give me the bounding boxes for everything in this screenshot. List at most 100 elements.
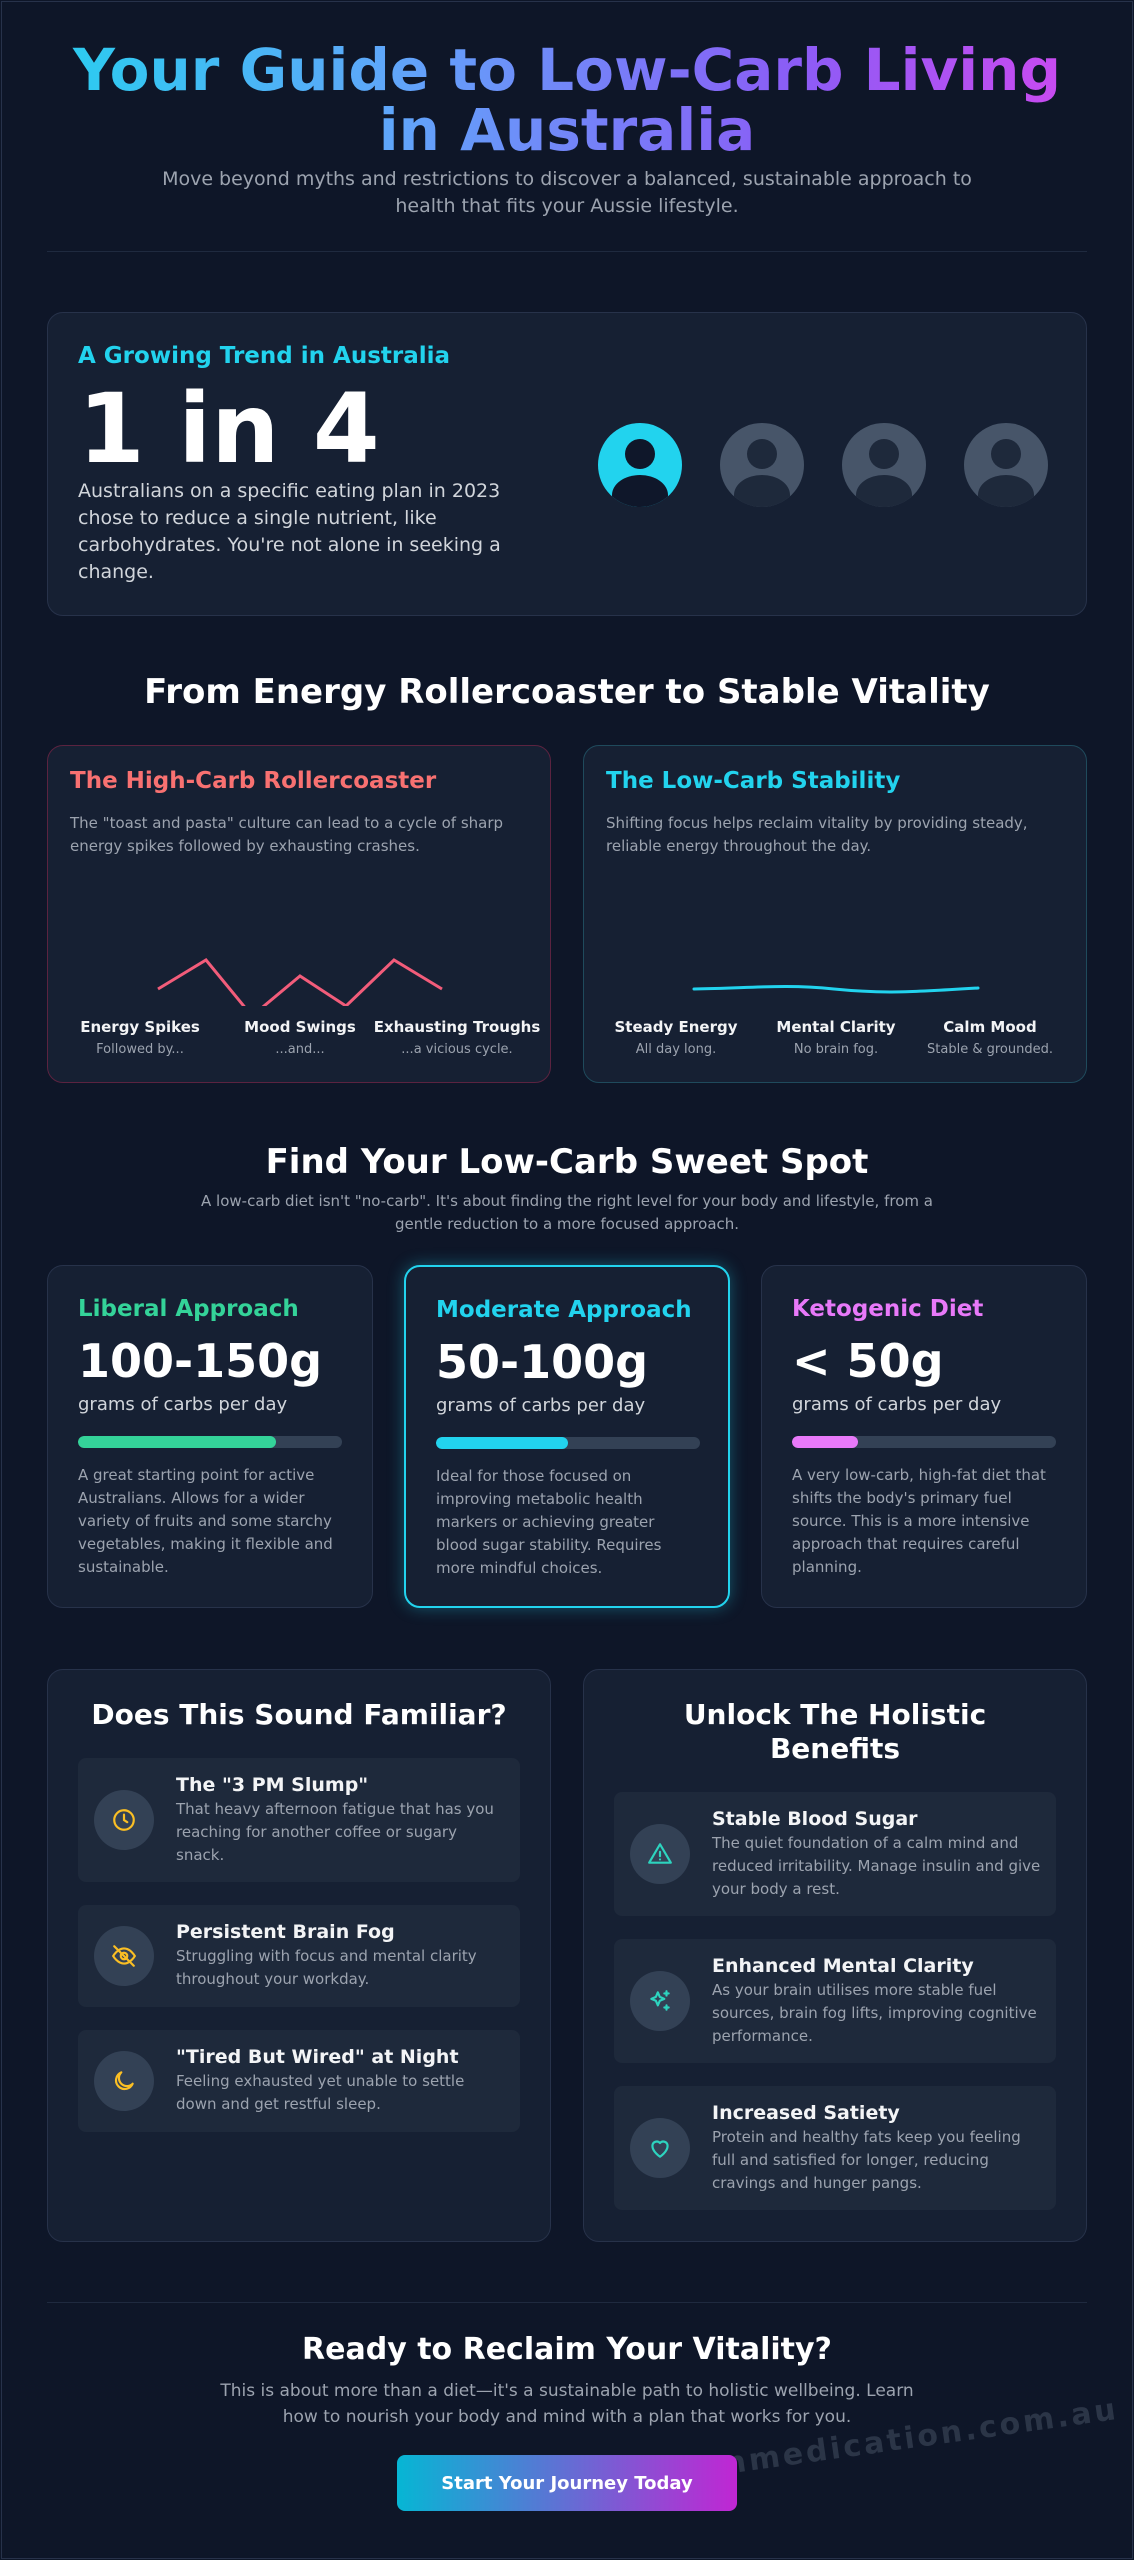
benefit-item-description: The quiet foundation of a calm mind and … [712,1834,1041,1898]
high-carb-label-1-sub: Followed by... [96,1042,184,1057]
clock-icon [94,1790,154,1850]
tier-description: Ideal for those focused on improving met… [436,1467,662,1577]
heart-icon [630,2118,690,2178]
trend-description: Australians on a specific eating plan in… [78,480,501,583]
benefit-item-title: Increased Satiety [712,2102,900,2124]
sparkles-icon [630,1971,690,2031]
low-carb-label-3: Calm Mood Stable & grounded. [910,1018,1070,1057]
familiar-item-description: Feeling exhausted yet unable to settle d… [176,2072,465,2113]
benefit-item-description: Protein and healthy fats keep you feelin… [712,2128,1021,2192]
high-carb-label-3-title: Exhausting Troughs [373,1018,541,1036]
familiar-item-title: Persistent Brain Fog [176,1921,395,1943]
divider [47,2302,1087,2303]
tier-progress-track [78,1436,342,1448]
moon-icon [94,2051,154,2111]
benefit-item: Increased Satiety Protein and healthy fa… [614,2086,1056,2210]
cta-title: Ready to Reclaim Your Vitality? [302,2332,832,2367]
low-carb-title: The Low-Carb Stability [606,768,901,794]
low-carb-label-1: Steady Energy All day long. [596,1018,756,1057]
high-carb-description: The "toast and pasta" culture can lead t… [70,814,504,855]
person-icon [598,423,682,507]
sweet-spot-subtitle: A low-carb diet isn't "no-carb". It's ab… [201,1192,933,1233]
trend-stat: 1 in 4 [78,373,380,485]
familiar-item: "Tired But Wired" at Night Feeling exhau… [78,2030,520,2132]
tier-unit: grams of carbs per day [436,1395,646,1416]
low-carb-label-3-title: Calm Mood [943,1018,1037,1036]
high-carb-label-2-title: Mood Swings [244,1018,356,1036]
low-carb-label-2-sub: No brain fog. [793,1042,879,1057]
benefit-item-title: Stable Blood Sugar [712,1808,918,1830]
familiar-item: The "3 PM Slump" That heavy afternoon fa… [78,1758,520,1882]
low-carb-card: The Low-Carb Stability Shifting focus he… [583,745,1087,1083]
warning-triangle-icon [630,1824,690,1884]
tier-name: Moderate Approach [436,1297,692,1323]
familiar-item-description: Struggling with focus and mental clarity… [176,1947,477,1988]
tier-unit: grams of carbs per day [792,1394,1002,1415]
comparison-title: From Energy Rollercoaster to Stable Vita… [144,672,990,712]
person-icon [842,423,926,507]
familiar-item-title: "Tired But Wired" at Night [176,2046,459,2068]
high-carb-chart [157,958,443,1006]
cta-subtitle: This is about more than a diet—it's a su… [220,2381,914,2427]
person-icon [964,423,1048,507]
low-carb-label-1-title: Steady Energy [614,1018,738,1036]
tier-progress-track [792,1436,1056,1448]
benefits-title-line2: Benefits [769,1732,901,1765]
tier-card-liberal: Liberal Approach 100-150g grams of carbs… [47,1265,373,1608]
tier-description: A great starting point for active Austra… [78,1466,333,1576]
low-carb-label-2: Mental Clarity No brain fog. [756,1018,916,1057]
divider [47,251,1087,252]
page-subtitle: Move beyond myths and restrictions to di… [162,168,972,217]
trend-label: A Growing Trend in Australia [78,343,451,369]
benefit-item: Stable Blood Sugar The quiet foundation … [614,1792,1056,1916]
familiar-card: Does This Sound Familiar? The "3 PM Slum… [47,1669,551,2242]
high-carb-label-2: Mood Swings ...and... [220,1018,380,1057]
tier-card-moderate: Moderate Approach 50-100g grams of carbs… [404,1265,730,1608]
benefits-card: Unlock The Holistic Benefits Stable Bloo… [583,1669,1087,2242]
high-carb-label-2-sub: ...and... [275,1042,325,1057]
tier-unit: grams of carbs per day [78,1394,288,1415]
eye-off-icon [94,1926,154,1986]
familiar-item-description: That heavy afternoon fatigue that has yo… [176,1800,494,1864]
tier-progress-fill [436,1437,568,1449]
tier-card-ketogenic: Ketogenic Diet < 50g grams of carbs per … [761,1265,1087,1608]
tier-progress-fill [78,1436,276,1448]
person-icon [720,423,804,507]
tier-amount: 100-150g [78,1334,323,1388]
start-journey-button[interactable]: Start Your Journey Today [397,2455,737,2511]
tier-progress-fill [792,1436,858,1448]
benefits-title: Unlock The Holistic Benefits [584,1698,1086,1766]
tier-amount: < 50g [792,1334,944,1388]
benefit-item: Enhanced Mental Clarity As your brain ut… [614,1939,1056,2063]
high-carb-label-3-sub: ...a vicious cycle. [401,1042,513,1057]
high-carb-label-1: Energy Spikes Followed by... [60,1018,220,1057]
sweet-spot-title: Find Your Low-Carb Sweet Spot [265,1142,869,1182]
tier-progress-track [436,1437,700,1449]
benefits-title-line1: Unlock The Holistic [683,1698,987,1731]
high-carb-label-3: Exhausting Troughs ...a vicious cycle. [370,1018,544,1057]
high-carb-label-1-title: Energy Spikes [80,1018,200,1036]
low-carb-line [692,985,980,994]
trend-card: A Growing Trend in Australia 1 in 4 Aust… [47,312,1087,616]
page-title-line1: Your Guide to Low-Carb Living [72,36,1061,104]
low-carb-label-2-title: Mental Clarity [776,1018,896,1036]
low-carb-chart [692,985,980,994]
benefit-item-title: Enhanced Mental Clarity [712,1955,974,1977]
high-carb-card: The High-Carb Rollercoaster The "toast a… [47,745,551,1083]
familiar-item-title: The "3 PM Slump" [176,1774,369,1796]
tier-amount: 50-100g [436,1335,649,1389]
benefit-item-description: As your brain utilises more stable fuel … [712,1981,1037,2045]
high-carb-title: The High-Carb Rollercoaster [70,768,437,794]
low-carb-description: Shifting focus helps reclaim vitality by… [606,814,1028,855]
tier-name: Ketogenic Diet [792,1296,984,1322]
low-carb-label-1-sub: All day long. [635,1042,717,1057]
tier-description: A very low-carb, high-fat diet that shif… [792,1466,1046,1576]
high-carb-line [157,958,443,1006]
familiar-item: Persistent Brain Fog Struggling with foc… [78,1905,520,2007]
page-title: Your Guide to Low-Carb Living in Austral… [0,40,1134,160]
familiar-title: Does This Sound Familiar? [91,1698,507,1731]
tier-name: Liberal Approach [78,1296,299,1322]
page-title-line2: in Australia [378,96,756,164]
low-carb-label-3-sub: Stable & grounded. [927,1042,1053,1057]
